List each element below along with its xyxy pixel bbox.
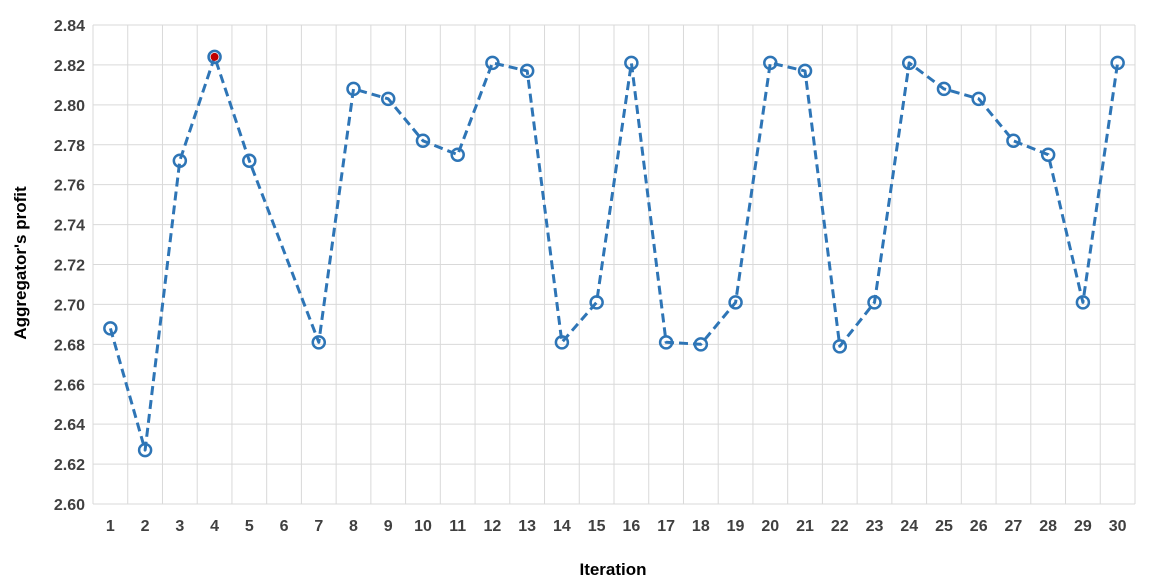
- x-tick-label: 1: [106, 518, 115, 535]
- x-tick-label: 24: [900, 518, 918, 535]
- x-tick-label: 11: [449, 518, 466, 535]
- data-point: [693, 337, 709, 352]
- x-tick-labels: 1 2 3 4 5 6 7 8 9 10 11 12 13 14 15 16 17 18 19 20 21 22 23 24 2…: [106, 518, 1127, 535]
- y-tick-label: 2.68: [54, 337, 85, 354]
- y-tick-label: 2.70: [54, 297, 85, 314]
- x-tick-label: 18: [692, 518, 710, 535]
- x-tick-label: 9: [384, 518, 393, 535]
- data-point: [797, 63, 813, 79]
- data-point: [728, 295, 743, 310]
- y-tick-labels: 2.60 2.62 2.64 2.66 2.68 2.70 2.72 2.74 2.76 2.78…: [54, 18, 85, 514]
- x-tick-label: 4: [210, 518, 219, 535]
- data-point: [380, 91, 396, 107]
- x-tick-label: 17: [657, 518, 675, 535]
- x-tick-label: 6: [280, 518, 289, 535]
- series-line: [108, 55, 1120, 452]
- y-tick-label: 2.64: [54, 417, 85, 434]
- y-tick-label: 2.78: [54, 138, 85, 155]
- data-point: [658, 335, 674, 350]
- x-axis-title: Iteration: [579, 560, 646, 579]
- x-tick-label: 21: [796, 518, 814, 535]
- data-point: [485, 55, 500, 71]
- x-tick-label: 19: [727, 518, 745, 535]
- x-tick-label: 10: [414, 518, 432, 535]
- data-point: [172, 153, 188, 168]
- x-tick-label: 3: [175, 518, 184, 535]
- grid: [92, 24, 1136, 505]
- series-markers: [103, 49, 1125, 458]
- x-tick-label: 5: [245, 518, 254, 535]
- data-point: [311, 335, 327, 350]
- x-tick-label: 20: [761, 518, 779, 535]
- x-tick-label: 15: [588, 518, 606, 535]
- data-point: [103, 321, 118, 336]
- x-tick-label: 28: [1039, 518, 1057, 535]
- x-tick-label: 16: [622, 518, 640, 535]
- x-tick-label: 2: [141, 518, 150, 535]
- data-point: [1110, 55, 1125, 71]
- data-point: [554, 335, 570, 350]
- x-tick-label: 26: [970, 518, 988, 535]
- data-point: [624, 55, 639, 71]
- data-point: [971, 91, 986, 107]
- data-point: [207, 49, 222, 65]
- y-tick-label: 2.80: [54, 98, 85, 115]
- x-tick-label: 23: [866, 518, 884, 535]
- data-point: [1006, 133, 1021, 149]
- y-axis-title: Aggregator's profit: [11, 186, 30, 340]
- y-tick-label: 2.74: [54, 218, 85, 235]
- data-point: [346, 81, 361, 97]
- highlight-point: [210, 52, 219, 61]
- y-tick-label: 2.66: [54, 377, 85, 394]
- x-tick-label: 14: [553, 518, 571, 535]
- y-tick-label: 2.76: [54, 178, 85, 195]
- data-point: [901, 55, 917, 71]
- x-tick-label: 29: [1074, 518, 1092, 535]
- y-tick-label: 2.84: [54, 18, 85, 35]
- y-tick-label: 2.62: [54, 457, 85, 474]
- data-point: [763, 55, 778, 71]
- series-line-path: [108, 55, 1120, 452]
- data-point: [867, 295, 882, 310]
- x-tick-label: 27: [1005, 518, 1023, 535]
- data-point: [832, 339, 848, 354]
- data-point: [137, 442, 153, 458]
- y-tick-label: 2.82: [54, 58, 85, 75]
- data-point: [242, 153, 257, 168]
- data-point: [519, 63, 535, 79]
- y-tick-label: 2.72: [54, 258, 85, 275]
- data-point: [415, 133, 431, 149]
- x-tick-label: 25: [935, 518, 953, 535]
- x-tick-label: 22: [831, 518, 849, 535]
- data-point: [450, 147, 465, 162]
- data-point: [1075, 295, 1091, 310]
- y-tick-label: 2.60: [54, 497, 85, 514]
- data-point: [589, 295, 604, 310]
- data-point: [936, 81, 952, 97]
- x-tick-label: 30: [1109, 518, 1127, 535]
- x-tick-label: 8: [349, 518, 358, 535]
- x-tick-label: 7: [314, 518, 323, 535]
- x-tick-label: 13: [518, 518, 536, 535]
- data-point: [1040, 147, 1056, 162]
- x-tick-label: 12: [484, 518, 502, 535]
